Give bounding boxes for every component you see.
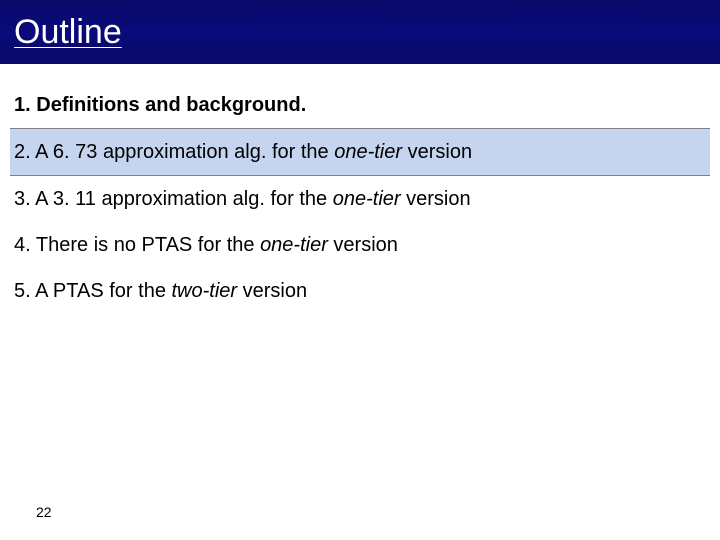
item-num: 4. <box>14 234 31 256</box>
outline-item-5: 5. A PTAS for the two-tier version <box>10 268 710 314</box>
item-text-b: version <box>402 141 472 163</box>
slide-header: Outline <box>0 0 720 64</box>
item-italic: one-tier <box>333 188 401 210</box>
item-text: There is no PTAS for the <box>36 234 260 256</box>
item-num: 5. <box>14 280 31 302</box>
item-text-b: version <box>401 188 471 210</box>
item-text: A 6. 73 approximation alg. for the <box>35 141 334 163</box>
item-num: 3. <box>14 188 31 210</box>
item-text-b: version <box>237 280 307 302</box>
item-text: A 3. 11 approximation alg. for the <box>35 188 333 210</box>
item-num: 1. <box>14 94 31 116</box>
item-text: A PTAS for the <box>35 280 171 302</box>
item-text: Definitions and background. <box>36 94 306 116</box>
slide-title: Outline <box>14 13 122 52</box>
item-italic: one-tier <box>334 141 402 163</box>
item-num: 2. <box>14 141 31 163</box>
item-italic: two-tier <box>172 280 238 302</box>
item-italic: one-tier <box>260 234 328 256</box>
item-text-b: version <box>328 234 398 256</box>
page-number: 22 <box>36 504 52 520</box>
outline-content: 1. Definitions and background. 2. A 6. 7… <box>0 64 720 314</box>
outline-item-3: 3. A 3. 11 approximation alg. for the on… <box>10 176 710 222</box>
outline-item-4: 4. There is no PTAS for the one-tier ver… <box>10 222 710 268</box>
outline-item-2: 2. A 6. 73 approximation alg. for the on… <box>10 129 710 176</box>
outline-item-1: 1. Definitions and background. <box>10 82 710 129</box>
